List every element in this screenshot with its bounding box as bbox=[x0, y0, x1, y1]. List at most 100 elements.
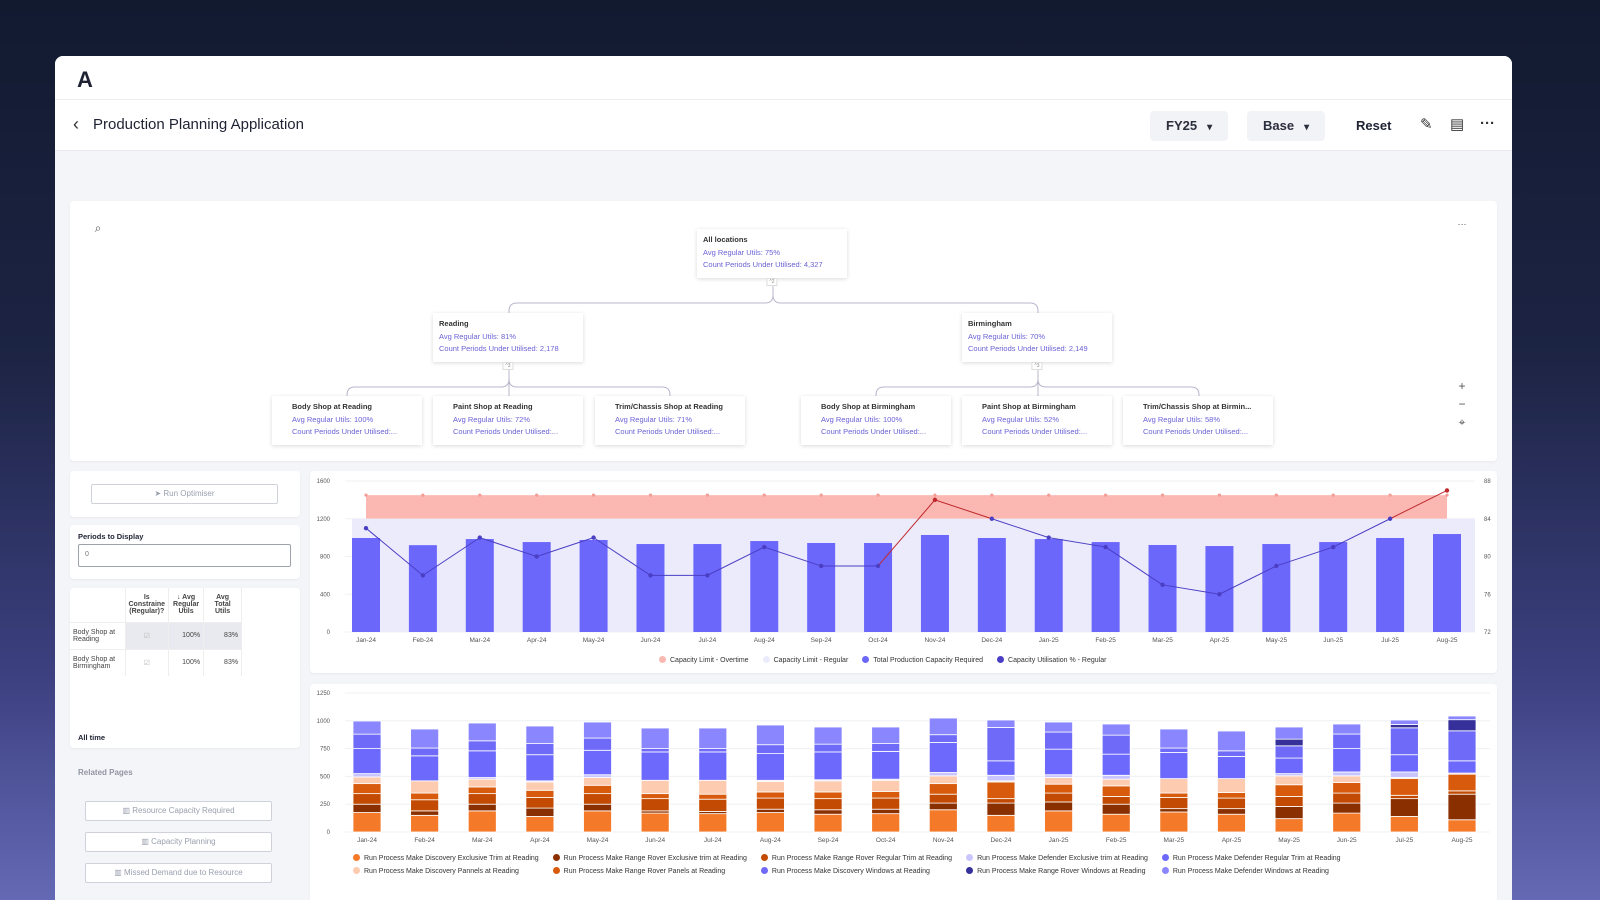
tree-node-reading[interactable]: Reading Avg Regular Utils: 81% Count Per… bbox=[433, 313, 583, 370]
legend-item[interactable]: Run Process Make Discovery Exclusive Tri… bbox=[353, 854, 539, 862]
zoom-out-button[interactable]: − bbox=[1458, 397, 1466, 411]
tree-more-button[interactable]: ··· bbox=[1457, 219, 1467, 229]
scenario-select[interactable]: Base ▾ bbox=[1247, 111, 1326, 141]
connector bbox=[772, 294, 1039, 313]
x-tick-label: Jan-25 bbox=[1049, 837, 1069, 844]
col-header[interactable]: Is Constraine (Regular)? bbox=[125, 588, 170, 622]
stacked-segment bbox=[467, 750, 497, 778]
app-logo[interactable]: A bbox=[77, 67, 93, 92]
legend-item[interactable]: Capacity Utilisation % - Regular bbox=[997, 656, 1106, 664]
stacked-segment bbox=[928, 802, 958, 811]
x-tick-label: Mar-24 bbox=[469, 637, 490, 644]
utilisation-line-segment bbox=[479, 537, 537, 557]
periods-input[interactable]: 0 bbox=[78, 544, 291, 567]
capacity-bar bbox=[636, 544, 665, 632]
x-tick-label: May-24 bbox=[587, 837, 609, 844]
legend-item[interactable]: Run Process Make Discovery Windows at Re… bbox=[760, 867, 952, 875]
stacked-segment bbox=[640, 748, 670, 753]
link-label: Resource Capacity Required bbox=[132, 806, 235, 815]
stacked-segment bbox=[467, 740, 497, 752]
utilisation-point bbox=[591, 535, 596, 540]
stacked-segment bbox=[467, 778, 497, 788]
stacked-segment bbox=[928, 742, 958, 773]
overtime-point bbox=[762, 493, 766, 497]
col-header[interactable]: Avg Total Utils bbox=[203, 588, 243, 622]
related-page-link[interactable]: ▥ Resource Capacity Required bbox=[85, 801, 272, 821]
stacked-segment bbox=[1159, 811, 1189, 833]
legend-item[interactable]: Total Production Capacity Required bbox=[862, 656, 983, 664]
legend-item[interactable]: Run Process Make Range Rover Exclusive t… bbox=[552, 854, 747, 862]
reset-button[interactable]: Reset bbox=[1356, 118, 1392, 133]
tree-leaf[interactable]: Paint Shop at Reading Avg Regular Utils: … bbox=[433, 396, 583, 445]
expand-toggle[interactable]: ^2 bbox=[766, 278, 778, 286]
expand-toggle[interactable]: ^3 bbox=[1031, 362, 1043, 370]
utils-table-panel: Is Constraine (Regular)? ↓ Avg Regular U… bbox=[70, 588, 300, 748]
search-icon[interactable]: ⌕ bbox=[94, 221, 102, 235]
legend-label: Run Process Make Range Rover Windows at … bbox=[977, 868, 1146, 875]
stacked-segment bbox=[756, 791, 785, 799]
legend-item[interactable]: Run Process Make Range Rover Windows at … bbox=[966, 867, 1148, 875]
checkbox-icon[interactable]: ☑ bbox=[125, 621, 170, 649]
x-tick-label: Dec-24 bbox=[990, 837, 1011, 844]
pencil-icon[interactable]: ✎ bbox=[1420, 116, 1433, 133]
legend-item[interactable]: Run Process Make Range Rover Regular Tri… bbox=[760, 854, 952, 862]
zoom-in-button[interactable]: + bbox=[1458, 379, 1466, 393]
stacked-segment bbox=[871, 779, 901, 792]
legend-item[interactable]: Run Process Make Range Rover Panels at R… bbox=[552, 867, 747, 875]
legend-item[interactable]: Run Process Make Defender Exclusive trim… bbox=[966, 854, 1148, 862]
stacked-segment bbox=[583, 777, 612, 786]
page-icon: ▥ bbox=[114, 868, 125, 877]
tree-leaf[interactable]: Body Shop at Birmingham Avg Regular Utils… bbox=[801, 396, 951, 445]
tree-leaf[interactable]: Paint Shop at Birmingham Avg Regular Util… bbox=[962, 396, 1112, 445]
legend-item[interactable]: Run Process Make Discovery Pannels at Re… bbox=[353, 867, 539, 875]
overtime-point bbox=[819, 493, 823, 497]
fy-select[interactable]: FY25 ▾ bbox=[1150, 111, 1229, 141]
stacked-segment bbox=[352, 793, 382, 805]
utilisation-line-segment bbox=[422, 537, 481, 576]
related-page-link[interactable]: ▥ Missed Demand due to Resource bbox=[85, 863, 272, 883]
legend-item[interactable]: Run Process Make Defender Regular Trim a… bbox=[1161, 854, 1341, 862]
stacked-segment bbox=[583, 737, 612, 751]
stacked-segment bbox=[410, 799, 440, 812]
comment-icon[interactable]: ▤ bbox=[1450, 116, 1465, 133]
node-name: Paint Shop at Reading bbox=[453, 402, 533, 411]
more-icon[interactable]: ··· bbox=[1480, 115, 1495, 132]
col-header[interactable]: ↓ Avg Regular Utils bbox=[168, 588, 205, 622]
tree-node-birmingham[interactable]: Birmingham Avg Regular Utils: 70% Count … bbox=[962, 313, 1112, 370]
table-row[interactable]: Body Shop at Reading ☑ 100% 83% bbox=[70, 621, 243, 649]
col-header bbox=[70, 588, 126, 622]
legend-item[interactable]: Capacity Limit - Overtime bbox=[659, 656, 749, 664]
utilisation-line-segment bbox=[1219, 565, 1277, 595]
stacked-segment bbox=[698, 793, 728, 800]
legend-swatch bbox=[353, 867, 360, 874]
stacked-segment bbox=[410, 814, 440, 833]
stacked-segment bbox=[1044, 731, 1073, 750]
chevron-down-icon: ▾ bbox=[1207, 122, 1213, 133]
legend-item[interactable]: Capacity Limit - Regular bbox=[762, 656, 848, 664]
checkbox-icon[interactable]: ☑ bbox=[125, 648, 170, 676]
stacked-segment bbox=[986, 798, 1016, 804]
x-tick-label: Mar-24 bbox=[472, 837, 493, 844]
stacked-segment bbox=[813, 726, 843, 745]
tree-leaf[interactable]: Trim/Chassis Shop at Birmin... Avg Regula… bbox=[1123, 396, 1273, 445]
related-page-link[interactable]: ▥ Capacity Planning bbox=[85, 832, 272, 852]
capacity-bar bbox=[920, 534, 949, 632]
run-optimiser-button[interactable]: ➤ Run Optimiser bbox=[91, 484, 278, 504]
tree-leaf[interactable]: Body Shop at Reading Avg Regular Utils: 1… bbox=[272, 396, 422, 445]
stacked-segment bbox=[986, 719, 1016, 728]
tree-leaf[interactable]: Trim/Chassis Shop at Reading Avg Regular … bbox=[595, 396, 745, 445]
legend-item[interactable]: Run Process Make Defender Windows at Rea… bbox=[1161, 867, 1341, 875]
stacked-segment bbox=[1447, 715, 1477, 721]
tree-node-root[interactable]: All locations Avg Regular Utils: 75% Cou… bbox=[697, 229, 847, 286]
expand-toggle[interactable]: ^3 bbox=[502, 362, 514, 370]
stacked-segment bbox=[583, 774, 612, 778]
stacked-segment bbox=[1159, 752, 1189, 780]
stacked-segment bbox=[352, 812, 382, 833]
stacked-segment bbox=[1217, 813, 1246, 833]
x-tick-label: Jul-24 bbox=[704, 837, 722, 844]
chevron-left-icon[interactable]: ‹ bbox=[73, 114, 79, 134]
recenter-button[interactable]: ⌖ bbox=[1458, 415, 1466, 429]
table-row[interactable]: Body Shop at Birmingham ☑ 100% 83% bbox=[70, 648, 243, 676]
stacked-segment bbox=[813, 798, 843, 811]
stacked-segment bbox=[756, 781, 785, 793]
